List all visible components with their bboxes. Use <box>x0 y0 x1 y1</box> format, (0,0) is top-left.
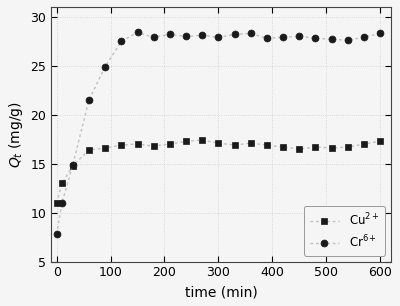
Cu$^{2+}$ <box>264 143 269 147</box>
X-axis label: time (min): time (min) <box>185 285 258 299</box>
Cr$^{6+}$ <box>200 34 205 37</box>
Cu$^{2+}$ <box>135 142 140 146</box>
Cr$^{6+}$ <box>264 36 269 40</box>
Cr$^{6+}$ <box>329 37 334 41</box>
Cu$^{2+}$ <box>378 139 382 143</box>
Cu$^{2+}$ <box>168 142 172 146</box>
Cr$^{6+}$ <box>70 163 75 166</box>
Cu$^{2+}$ <box>248 141 253 145</box>
Cr$^{6+}$ <box>232 32 237 36</box>
Cu$^{2+}$ <box>297 147 302 151</box>
Cu$^{2+}$ <box>103 146 108 150</box>
Y-axis label: $Q_t$ (mg/g): $Q_t$ (mg/g) <box>7 101 25 168</box>
Cr$^{6+}$ <box>60 201 64 205</box>
Cu$^{2+}$ <box>362 142 366 146</box>
Cr$^{6+}$ <box>184 35 188 38</box>
Cr$^{6+}$ <box>313 36 318 40</box>
Cr$^{6+}$ <box>54 232 59 236</box>
Cu$^{2+}$ <box>86 148 91 152</box>
Cr$^{6+}$ <box>362 35 366 39</box>
Cu$^{2+}$ <box>200 138 205 142</box>
Cu$^{2+}$ <box>216 141 221 145</box>
Cr$^{6+}$ <box>248 32 253 35</box>
Cr$^{6+}$ <box>216 35 221 39</box>
Cr$^{6+}$ <box>135 31 140 34</box>
Cu$^{2+}$ <box>151 144 156 148</box>
Cu$^{2+}$ <box>313 145 318 149</box>
Cu$^{2+}$ <box>232 143 237 147</box>
Cr$^{6+}$ <box>103 65 108 69</box>
Cr$^{6+}$ <box>119 39 124 43</box>
Cu$^{2+}$ <box>329 146 334 150</box>
Line: Cu$^{2+}$: Cu$^{2+}$ <box>54 137 383 206</box>
Line: Cr$^{6+}$: Cr$^{6+}$ <box>53 29 384 238</box>
Cu$^{2+}$ <box>346 145 350 149</box>
Cu$^{2+}$ <box>184 139 188 143</box>
Cr$^{6+}$ <box>281 35 286 39</box>
Cr$^{6+}$ <box>168 32 172 36</box>
Cu$^{2+}$ <box>119 143 124 147</box>
Cu$^{2+}$ <box>281 145 286 149</box>
Cr$^{6+}$ <box>151 35 156 39</box>
Cr$^{6+}$ <box>346 39 350 42</box>
Cu$^{2+}$ <box>60 181 64 185</box>
Cr$^{6+}$ <box>378 32 382 35</box>
Cr$^{6+}$ <box>297 35 302 38</box>
Cu$^{2+}$ <box>70 164 75 167</box>
Cr$^{6+}$ <box>86 98 91 102</box>
Legend: Cu$^{2+}$, Cr$^{6+}$: Cu$^{2+}$, Cr$^{6+}$ <box>304 206 385 256</box>
Cu$^{2+}$ <box>54 201 59 205</box>
